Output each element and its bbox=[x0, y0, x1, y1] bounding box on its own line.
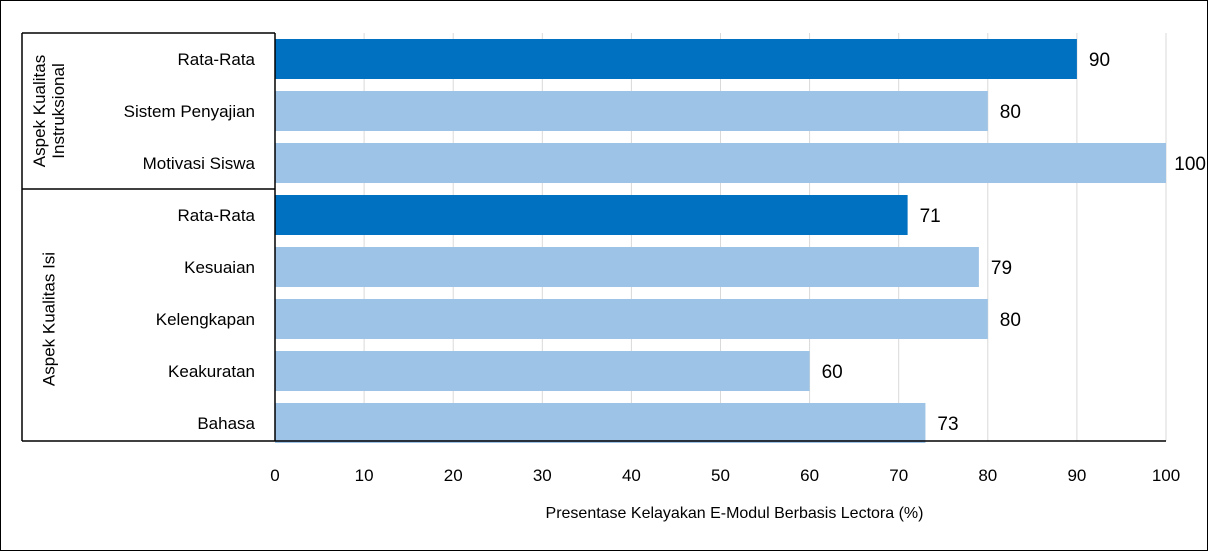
x-tick-label: 90 bbox=[1067, 466, 1086, 485]
bar bbox=[275, 195, 908, 235]
x-tick-label: 80 bbox=[978, 466, 997, 485]
data-label: 90 bbox=[1089, 50, 1110, 71]
data-label: 79 bbox=[991, 258, 1012, 279]
group-label: Aspek Kualitas Isi bbox=[40, 252, 59, 386]
bar bbox=[275, 351, 810, 391]
bar bbox=[275, 247, 979, 287]
category-label: Kelengkapan bbox=[156, 310, 255, 329]
bar bbox=[275, 143, 1166, 183]
data-label: 71 bbox=[920, 206, 941, 227]
data-label: 80 bbox=[1000, 102, 1021, 123]
x-tick-label: 100 bbox=[1152, 466, 1180, 485]
x-tick-label: 40 bbox=[622, 466, 641, 485]
category-label: Bahasa bbox=[197, 414, 255, 433]
group-label: Aspek Kualitas bbox=[30, 55, 49, 167]
x-tick-label: 60 bbox=[800, 466, 819, 485]
x-tick-label: 10 bbox=[355, 466, 374, 485]
data-label: 100 bbox=[1174, 154, 1206, 175]
x-tick-label: 0 bbox=[270, 466, 279, 485]
bar bbox=[275, 39, 1077, 79]
category-label: Keakuratan bbox=[168, 362, 255, 381]
bar bbox=[275, 403, 926, 443]
category-label: Sistem Penyajian bbox=[124, 102, 255, 121]
x-axis-title: Presentase Kelayakan E-Modul Berbasis Le… bbox=[546, 505, 924, 522]
category-label: Kesuaian bbox=[184, 258, 255, 277]
category-label: Rata-Rata bbox=[178, 206, 256, 225]
data-label: 60 bbox=[822, 362, 843, 383]
x-tick-label: 30 bbox=[533, 466, 552, 485]
x-tick-label: 50 bbox=[711, 466, 730, 485]
bar bbox=[275, 91, 988, 131]
category-label: Motivasi Siswa bbox=[143, 154, 256, 173]
data-label: 73 bbox=[937, 414, 958, 435]
x-tick-label: 20 bbox=[444, 466, 463, 485]
x-tick-label: 70 bbox=[889, 466, 908, 485]
bar bbox=[275, 299, 988, 339]
data-label: 80 bbox=[1000, 310, 1021, 331]
category-label: Rata-Rata bbox=[178, 50, 256, 69]
group-label: Instruksional bbox=[49, 63, 68, 158]
